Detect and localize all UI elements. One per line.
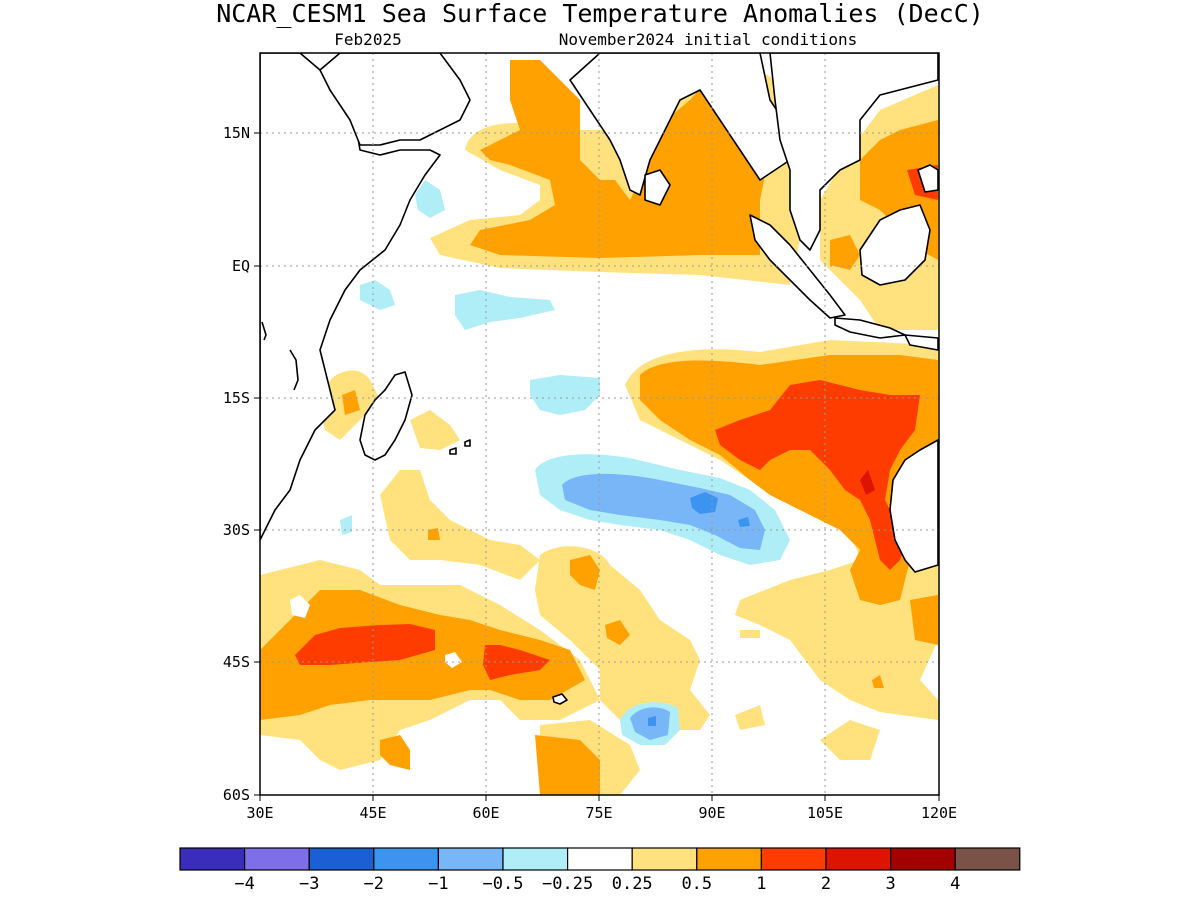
lake-tanganyika xyxy=(261,321,267,341)
colorbar-label: −0.25 xyxy=(542,874,593,894)
indonesia-east xyxy=(904,334,939,351)
colorbar-label: −1 xyxy=(428,874,448,894)
colorbar-label: −0.5 xyxy=(483,874,524,894)
java xyxy=(834,317,906,339)
colorbar-label: 2 xyxy=(821,874,831,894)
cool-strong-contours xyxy=(648,492,750,726)
colorbar-label: 3 xyxy=(885,874,895,894)
colorbar-swatch xyxy=(244,847,310,871)
warm-moderate-contours xyxy=(260,60,938,795)
colorbar-label: −3 xyxy=(299,874,319,894)
lon-tick-label: 60E xyxy=(472,804,499,822)
colorbar-swatch xyxy=(437,847,504,871)
coastlines xyxy=(260,53,939,705)
initial-conditions: November2024 initial conditions xyxy=(559,30,858,49)
lon-tick-label: 45E xyxy=(359,804,386,822)
colorbar-swatch xyxy=(373,847,439,871)
lon-tick-label: 120E xyxy=(921,804,957,822)
southeast-asia-landmass xyxy=(769,53,939,251)
lon-tick-label: 75E xyxy=(585,804,612,822)
colorbar-swatch xyxy=(308,847,375,871)
longitude-axis: 30E 45E 60E 75E 90E 105E 120E xyxy=(246,795,957,822)
colorbar-swatch xyxy=(502,847,569,871)
arabia-landmass xyxy=(319,53,471,146)
colorbar-label: 0.5 xyxy=(681,874,712,894)
kerguelen-island xyxy=(552,693,568,705)
colorbar-label: −4 xyxy=(234,874,254,894)
lat-tick-label: 15N xyxy=(223,124,250,142)
lon-tick-label: 30E xyxy=(246,804,273,822)
philippines xyxy=(917,164,939,193)
anomaly-field xyxy=(260,53,939,795)
colorbar-label: 1 xyxy=(756,874,766,894)
colorbar-label: 4 xyxy=(950,874,960,894)
lat-tick-label: 15S xyxy=(223,389,250,407)
australia-landmass xyxy=(889,439,939,573)
colorbar-label: 0.25 xyxy=(612,874,653,894)
sumatra xyxy=(749,214,846,319)
colorbar-swatch xyxy=(889,847,956,871)
colorbar-swatch xyxy=(696,847,762,871)
colorbar-swatch xyxy=(760,847,827,871)
gridlines xyxy=(260,53,939,795)
colorbar-swatch xyxy=(825,847,892,871)
lat-tick-label: 60S xyxy=(223,786,250,804)
colorbar-swatch xyxy=(566,847,633,871)
mascarene-islands xyxy=(449,447,457,455)
forecast-month: Feb2025 xyxy=(334,30,401,49)
colorbar-swatch xyxy=(179,847,246,871)
lake-malawi xyxy=(289,349,299,391)
colorbar-swatch xyxy=(631,847,698,871)
colorbar-swatch xyxy=(954,847,1021,871)
neutral-holes xyxy=(290,595,462,668)
map-title: NCAR_CESM1 Sea Surface Temperature Anoma… xyxy=(216,0,984,28)
lon-tick-label: 105E xyxy=(807,804,843,822)
sri-lanka xyxy=(644,169,671,206)
latitude-axis: 15N EQ 15S 30S 45S 60S xyxy=(223,124,260,804)
lon-tick-label: 90E xyxy=(698,804,725,822)
lat-tick-label: EQ xyxy=(232,257,250,275)
reunion-island xyxy=(464,439,471,447)
lat-tick-label: 30S xyxy=(223,521,250,539)
colorbar: −4 −3 −2 −1 −0.5 −0.25 0.25 0.5 1 2 3 4 xyxy=(179,847,1021,894)
lat-tick-label: 45S xyxy=(223,653,250,671)
warm-vstrong-contours xyxy=(860,470,875,495)
colorbar-label: −2 xyxy=(364,874,384,894)
borneo xyxy=(859,204,931,286)
